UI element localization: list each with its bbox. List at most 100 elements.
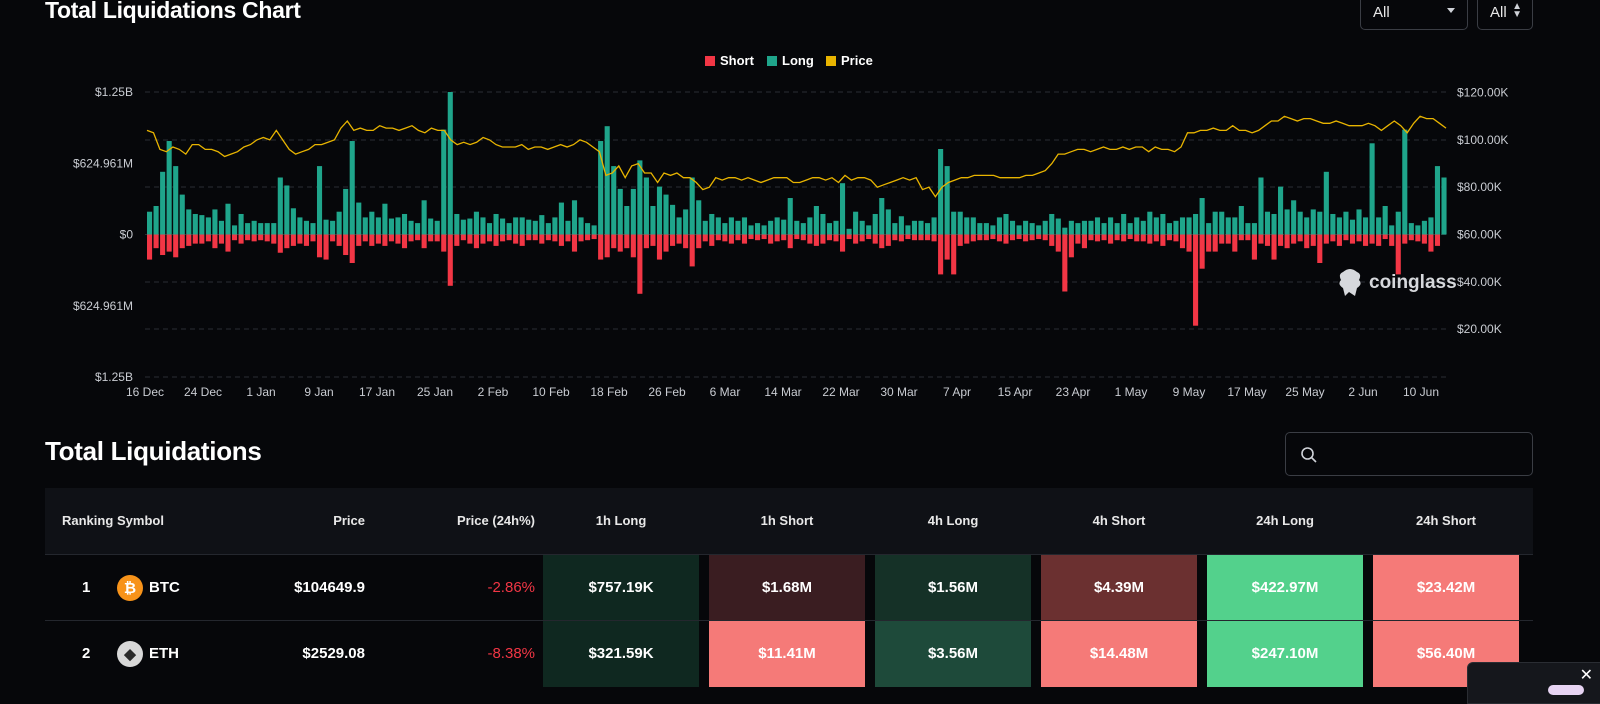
long-bar: [1016, 225, 1022, 235]
short-bar: [918, 234, 924, 241]
long-bar: [820, 213, 826, 235]
long-bar: [807, 217, 813, 235]
short-bar: [441, 234, 447, 252]
long-bar: [722, 223, 728, 235]
short-bar: [1232, 234, 1238, 252]
y-left-tick-label: $1.25B: [95, 85, 133, 99]
short-bar: [179, 234, 185, 249]
long-bar: [977, 223, 983, 235]
table-row[interactable]: 2 ◆ ETH $2529.08 -8.38% $321.59K $11.41M…: [45, 620, 1533, 687]
long-bar: [1186, 217, 1192, 235]
h4-short-cell: $4.39M: [1041, 555, 1197, 621]
header-price-change[interactable]: Price (24h%): [456, 513, 535, 528]
search-input[interactable]: [1285, 432, 1533, 476]
price-change-cell: -2.86%: [487, 579, 535, 596]
short-bar: [421, 234, 427, 249]
short-bar: [401, 234, 408, 249]
legend-swatch-price: [826, 56, 836, 66]
short-bar: [297, 234, 303, 244]
long-bar: [349, 141, 355, 235]
short-bar: [1068, 234, 1074, 258]
x-tick-label: 22 Mar: [822, 385, 859, 399]
long-bar: [1134, 217, 1140, 235]
short-bar: [539, 234, 545, 244]
header-4h-long[interactable]: 4h Long: [927, 513, 979, 528]
short-bar: [1336, 234, 1342, 246]
long-bar: [787, 198, 793, 235]
short-bar: [303, 234, 309, 246]
table-row[interactable]: 1 ₿ BTC $104649.9 -2.86% $757.19K $1.68M…: [45, 554, 1533, 621]
short-bar: [728, 234, 734, 244]
short-bar: [264, 234, 270, 242]
short-bar: [1179, 234, 1186, 249]
short-bar: [565, 234, 571, 242]
short-bar: [330, 234, 336, 242]
long-bar: [1284, 209, 1290, 235]
short-bar: [1349, 234, 1356, 244]
short-bar: [1317, 234, 1323, 263]
symbol-cell[interactable]: BTC: [149, 579, 180, 596]
short-bar: [408, 234, 414, 242]
short-bar: [1284, 234, 1290, 249]
header-price[interactable]: Price: [333, 513, 365, 528]
long-bar: [415, 223, 421, 235]
short-bar: [545, 234, 551, 241]
h1-long-cell: $321.59K: [543, 621, 699, 687]
short-bar: [1369, 234, 1375, 244]
long-bar: [323, 219, 329, 235]
long-bar: [192, 213, 198, 235]
coin-select[interactable]: All: [1360, 0, 1468, 30]
h24-long-cell: $422.97M: [1207, 555, 1363, 621]
short-bar: [323, 234, 329, 260]
long-bar: [670, 204, 676, 235]
short-bar: [526, 234, 532, 241]
header-ranking[interactable]: Ranking: [62, 513, 114, 528]
short-bar: [251, 234, 257, 242]
long-bar: [467, 218, 473, 235]
long-bar: [755, 223, 761, 235]
header-4h-short[interactable]: 4h Short: [1092, 513, 1146, 528]
long-bar: [454, 213, 460, 235]
long-bar: [931, 217, 937, 235]
long-bar: [421, 200, 427, 235]
header-1h-long[interactable]: 1h Long: [595, 513, 647, 528]
y-right-tick-label: $120.00K: [1457, 86, 1508, 100]
header-symbol[interactable]: Symbol: [117, 513, 164, 528]
close-icon[interactable]: ✕: [1579, 667, 1593, 684]
chart-bars: [146, 92, 1447, 326]
short-bar: [611, 234, 617, 249]
header-24h-short[interactable]: 24h Short: [1416, 513, 1476, 528]
symbol-cell[interactable]: ETH: [149, 645, 179, 662]
liquidations-table: Ranking Symbol Price Price (24h%) 1h Lon…: [45, 488, 1533, 689]
long-bar: [303, 220, 309, 235]
short-bar: [656, 234, 663, 260]
long-bar: [1206, 223, 1212, 235]
short-bar: [663, 234, 669, 252]
long-bar: [1336, 217, 1342, 235]
short-bar: [800, 234, 806, 241]
header-1h-short[interactable]: 1h Short: [760, 513, 814, 528]
short-bar: [1036, 234, 1042, 240]
short-bar: [362, 234, 368, 242]
short-bar: [1421, 234, 1427, 244]
long-bar: [1023, 220, 1029, 235]
y-left-tick-label: $624.961M: [73, 156, 133, 170]
range-select[interactable]: All ▲ ▼: [1477, 0, 1533, 30]
long-bar: [258, 223, 264, 235]
long-bar: [1042, 220, 1048, 235]
short-bar: [1042, 234, 1048, 241]
short-bar: [460, 234, 466, 241]
rank-cell: 2: [82, 645, 91, 662]
short-bar: [192, 234, 198, 244]
long-bar: [513, 217, 519, 235]
chart-legend[interactable]: Short Long Price: [705, 53, 873, 68]
long-bar: [316, 166, 323, 235]
short-bar: [1395, 234, 1401, 275]
short-bar: [1310, 234, 1316, 246]
price-line: [146, 115, 1447, 198]
header-24h-long[interactable]: 24h Long: [1256, 513, 1314, 528]
long-bar: [264, 223, 270, 235]
short-bar: [820, 234, 826, 244]
short-bar: [1029, 234, 1035, 241]
short-bar: [349, 234, 355, 263]
